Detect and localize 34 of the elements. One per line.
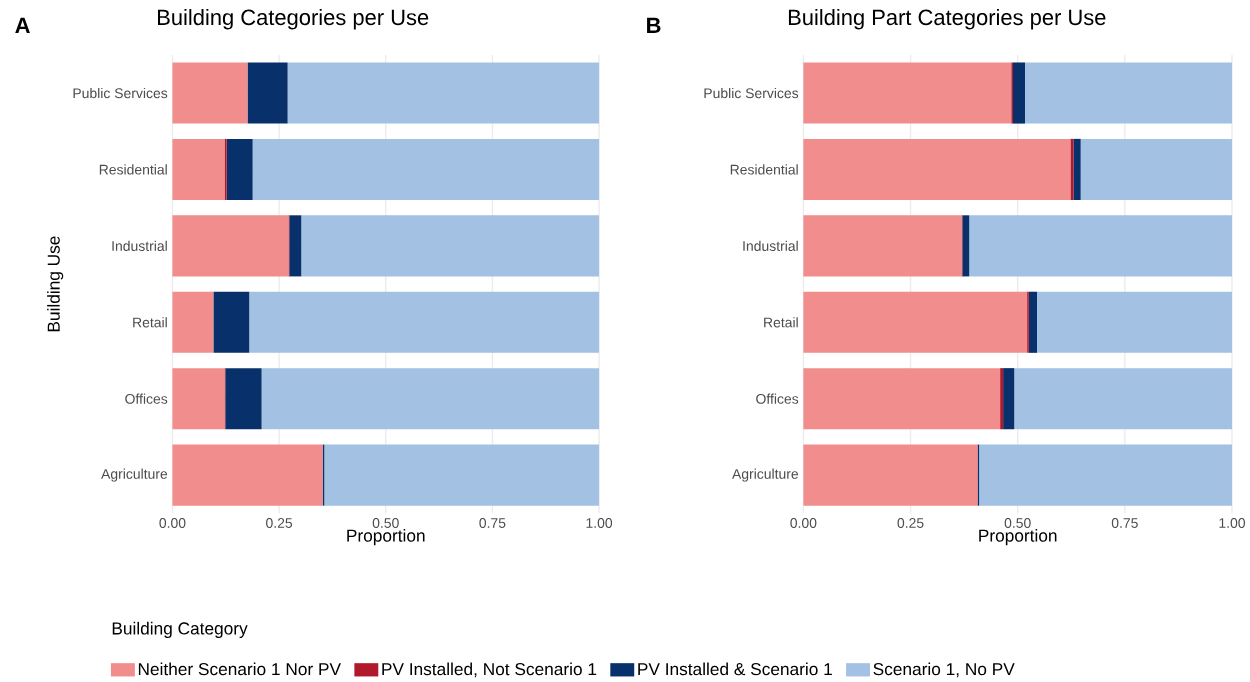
y-tick-label: Agriculture: [101, 468, 168, 482]
y-tick-label: Retail: [133, 316, 167, 328]
x-tick-label: 0.00: [159, 517, 186, 528]
legend-label: PV Installed, Not Scenario 1: [382, 662, 597, 678]
legend-title: Building Category: [112, 621, 248, 638]
x-tick-label: 0.00: [790, 517, 817, 528]
y-tick-label: Offices: [125, 393, 168, 404]
y-tick-label: Agriculture: [732, 468, 799, 482]
x-tick-label: 0.50: [372, 517, 399, 528]
x-tick-label: 0.75: [1111, 517, 1138, 528]
x-tick-label: 1.00: [1219, 517, 1246, 528]
x-tick-label: 1.00: [586, 517, 613, 528]
y-tick-label: Public Services: [73, 87, 168, 98]
x-tick-label: 0.25: [897, 517, 924, 528]
x-tick-label: 0.25: [266, 517, 293, 528]
y-tick-label: Retail: [764, 316, 798, 328]
y-tick-label: Offices: [756, 393, 799, 404]
legend-label: Scenario 1, No PV: [873, 662, 1015, 678]
chart-title: Building Part Categories per Use: [788, 8, 1106, 30]
y-tick-label: Public Services: [704, 87, 799, 98]
x-axis-title: Proportion: [979, 528, 1057, 545]
legend-label: Neither Scenario 1 Nor PV: [138, 662, 341, 676]
x-tick-label: 0.75: [479, 517, 506, 528]
y-tick-label: Industrial: [112, 240, 167, 251]
x-axis-title: Proportion: [347, 528, 425, 545]
text: A: [15, 17, 30, 33]
y-tick-label: Residential: [730, 164, 798, 175]
text: B: [647, 17, 661, 33]
chart-title: Building Categories per Use: [158, 8, 429, 30]
legend-label: PV Installed & Scenario 1: [638, 662, 832, 676]
x-tick-label: 0.50: [1004, 517, 1031, 528]
y-tick-label: Industrial: [743, 240, 798, 251]
y-tick-label: Residential: [99, 164, 167, 175]
y-axis-title: Building Use: [47, 236, 64, 331]
